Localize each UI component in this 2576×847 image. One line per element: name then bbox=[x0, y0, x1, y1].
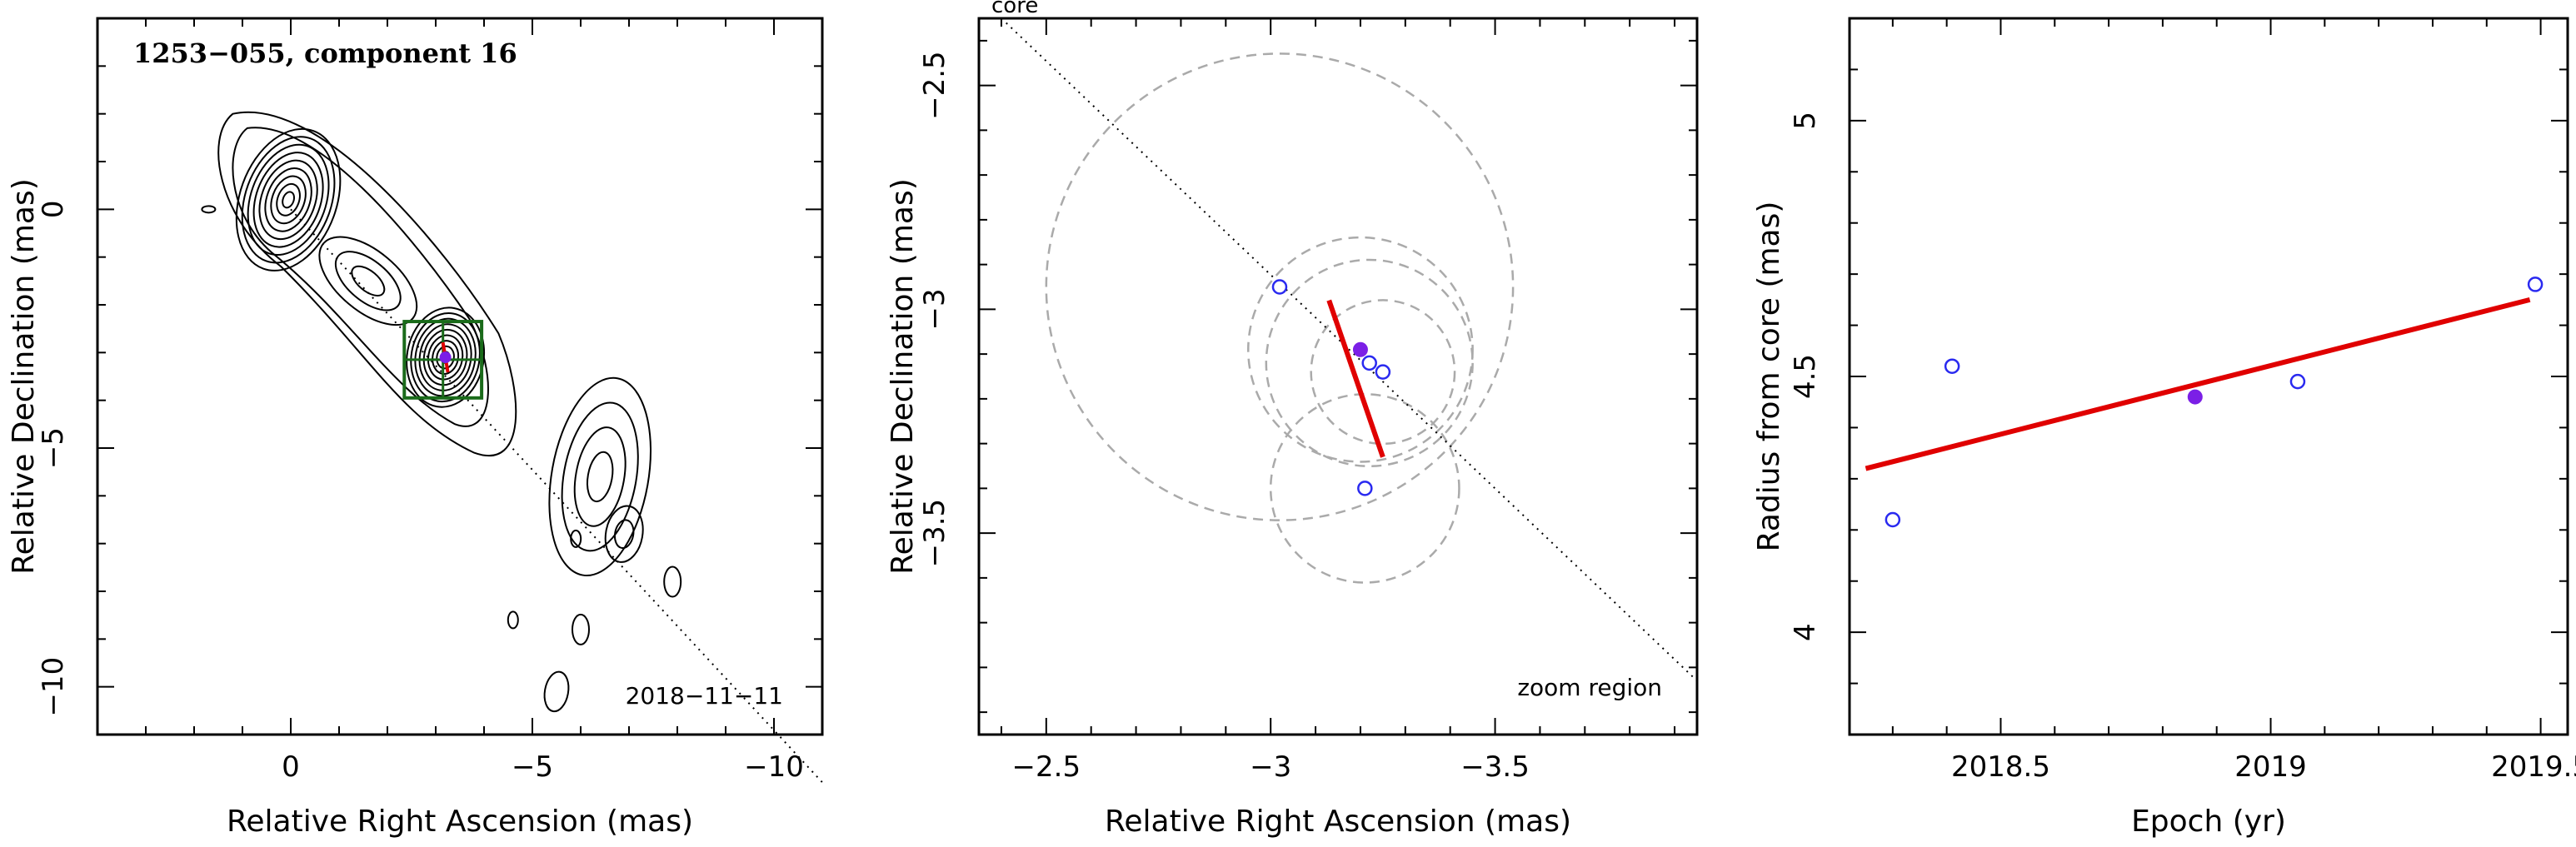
uncertainty-circle bbox=[1310, 299, 1456, 446]
uncertainty-circle bbox=[1265, 258, 1474, 468]
contour-line bbox=[252, 152, 324, 248]
contour-line bbox=[217, 111, 517, 456]
contour-line bbox=[418, 323, 472, 391]
mid-axis-ticks: −2.5 −3 −3.5 −2.5 −3 −3.5 bbox=[918, 18, 1697, 784]
contour-line bbox=[410, 312, 481, 403]
contour-line bbox=[414, 317, 477, 397]
contour-line bbox=[586, 451, 614, 503]
uncertainty-circle bbox=[1045, 52, 1515, 521]
contour-line bbox=[351, 265, 386, 296]
mid-plot bbox=[1001, 17, 1698, 682]
mid-y-tick-label: −2.5 bbox=[918, 51, 951, 120]
contour-line bbox=[264, 167, 312, 232]
mid-x-tick-label: −2.5 bbox=[1012, 750, 1081, 784]
panel-radius-vs-epoch: 2018.5 2019 2019.5 4 4.5 5 Epoch (yr) Radius … bbox=[1752, 17, 2576, 839]
right-axis-ticks: 2018.5 2019 2019.5 4 4.5 5 bbox=[1789, 17, 2576, 784]
contour-map bbox=[201, 111, 682, 713]
panel-contour-map: 0 −5 −10 0 −5 −10 1253−055, component 16 2018… bbox=[7, 17, 824, 839]
contour-line bbox=[247, 143, 330, 257]
left-x-tick-label: 0 bbox=[282, 750, 300, 784]
right-frame bbox=[1848, 17, 2569, 736]
right-y-tick-label: 5 bbox=[1789, 112, 1822, 130]
contour-line bbox=[258, 159, 318, 241]
jet-axis-line bbox=[1001, 17, 1698, 682]
contour-line bbox=[543, 670, 570, 713]
epoch-point bbox=[2289, 373, 2306, 390]
left-y-tick-label: 0 bbox=[37, 201, 70, 219]
contour-line bbox=[663, 565, 682, 598]
contour-line bbox=[570, 529, 582, 548]
component-point bbox=[439, 351, 452, 364]
right-x-tick-label: 2019.5 bbox=[2491, 750, 2576, 784]
epoch-point bbox=[1944, 358, 1960, 374]
mid-frame bbox=[977, 17, 1699, 736]
contour-line bbox=[548, 376, 652, 577]
left-axis-ticks: 0 −5 −10 0 −5 −10 bbox=[37, 17, 823, 784]
right-x-tick-label: 2019 bbox=[2234, 750, 2307, 784]
epoch-point bbox=[1361, 355, 1377, 371]
contour-line bbox=[561, 401, 639, 552]
epoch-point bbox=[1885, 511, 1901, 528]
trajectory-line bbox=[1326, 299, 1385, 458]
contour-line bbox=[573, 426, 627, 527]
date-label: 2018−11−11 bbox=[626, 682, 783, 710]
contour-line bbox=[604, 505, 644, 563]
epoch-point bbox=[1357, 481, 1373, 496]
right-x-axis-title: Epoch (yr) bbox=[2131, 805, 2286, 839]
epoch-point bbox=[1271, 279, 1288, 295]
fit-line bbox=[1865, 296, 2531, 471]
mid-y-axis-title: Relative Declination (mas) bbox=[886, 178, 920, 575]
left-y-tick-label: −5 bbox=[37, 427, 70, 469]
mid-y-tick-label: −3.5 bbox=[918, 499, 951, 568]
right-y-tick-label: 4.5 bbox=[1789, 354, 1822, 399]
contour-line bbox=[201, 205, 217, 214]
left-x-tick-label: −5 bbox=[512, 750, 553, 784]
right-plot bbox=[1865, 277, 2544, 528]
right-y-tick-label: 4 bbox=[1789, 623, 1822, 641]
contour-line bbox=[276, 182, 301, 217]
contour-line bbox=[282, 191, 296, 209]
contour-line bbox=[334, 251, 402, 311]
mid-y-tick-label: −3 bbox=[918, 288, 951, 330]
core-label: core bbox=[991, 0, 1038, 18]
contour-line bbox=[232, 127, 489, 427]
left-y-tick-label: −10 bbox=[37, 657, 70, 717]
contour-line bbox=[422, 328, 468, 386]
mid-x-tick-label: −3 bbox=[1250, 750, 1291, 784]
left-frame bbox=[96, 17, 824, 736]
current-epoch-point bbox=[2187, 389, 2203, 405]
left-x-axis-title: Relative Right Ascension (mas) bbox=[227, 805, 693, 839]
contour-line bbox=[241, 136, 336, 264]
left-x-tick-label: −10 bbox=[744, 750, 804, 784]
current-epoch-point bbox=[1352, 341, 1368, 357]
mid-x-axis-title: Relative Right Ascension (mas) bbox=[1105, 805, 1571, 839]
panel-title: 1253−055, component 16 bbox=[133, 37, 517, 69]
panel-zoom-region: −2.5 −3 −3.5 −2.5 −3 −3.5 core zoom region Re… bbox=[886, 0, 1699, 839]
zoom-region-label: zoom region bbox=[1517, 674, 1662, 701]
uncertainty-circle bbox=[1269, 392, 1460, 584]
contour-line bbox=[235, 127, 342, 272]
right-y-axis-title: Radius from core (mas) bbox=[1752, 202, 1786, 552]
contour-line bbox=[507, 610, 519, 630]
uncertainty-circle bbox=[1247, 236, 1474, 463]
left-y-axis-title: Relative Declination (mas) bbox=[7, 178, 41, 575]
epoch-point bbox=[1375, 364, 1391, 380]
mid-x-tick-label: −3.5 bbox=[1460, 750, 1530, 784]
contour-line bbox=[270, 175, 307, 225]
left-overlay bbox=[290, 208, 823, 784]
right-x-tick-label: 2018.5 bbox=[1951, 750, 2050, 784]
contour-line bbox=[613, 519, 635, 550]
contour-line bbox=[572, 613, 590, 645]
epoch-point bbox=[2527, 277, 2544, 292]
